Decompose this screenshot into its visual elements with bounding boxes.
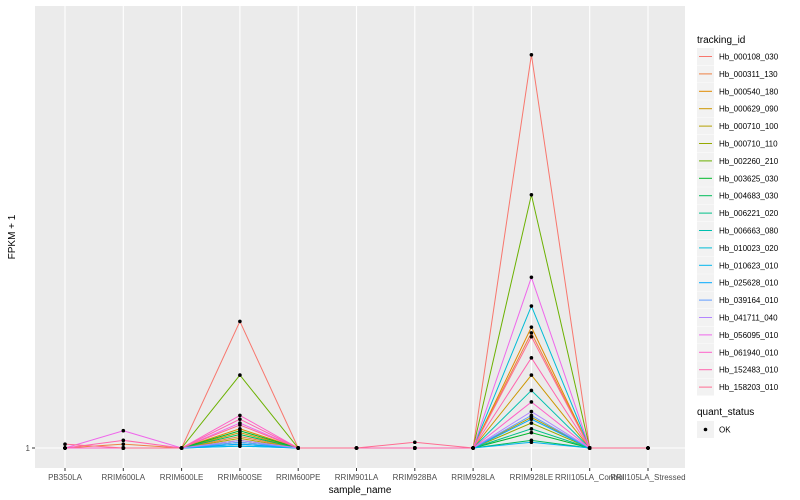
data-point — [121, 428, 126, 433]
data-point — [471, 446, 475, 450]
data-point — [529, 421, 534, 425]
legend-label: Hb_061940_010 — [719, 348, 779, 357]
data-point — [63, 442, 67, 446]
x-tick-label: RRIM928LE — [510, 473, 554, 482]
data-point — [238, 413, 242, 418]
x-axis-ticks: PB350LA RRIM600LA RRIM600LE RRIM600SE RRIM60… — [48, 468, 686, 482]
legend-label: Hb_041711_040 — [719, 314, 778, 323]
x-tick-label: RRIM600SE — [218, 473, 262, 482]
data-point — [238, 432, 242, 437]
legend-title: tracking_id — [697, 35, 745, 46]
x-tick-label: RRIM600LA — [102, 473, 146, 482]
data-point — [529, 275, 534, 280]
data-point — [587, 446, 592, 450]
data-point — [529, 356, 534, 360]
data-point — [179, 446, 184, 450]
data-point — [529, 325, 534, 329]
x-tick-label: RRIM901LA — [335, 473, 379, 482]
legend2-title: quant_status — [697, 407, 754, 418]
data-point — [238, 319, 242, 324]
legend-tracking-id: tracking_id Hb_000108_030 Hb_000311_130 Hb… — [697, 35, 779, 396]
legend-label: Hb_039164_010 — [719, 296, 779, 305]
legend-label: Hb_004683_030 — [719, 192, 779, 201]
data-point — [354, 446, 359, 450]
data-point — [238, 423, 242, 427]
data-point — [529, 331, 534, 335]
data-point — [529, 427, 534, 431]
x-tick-label: RRII105LA_Stressed — [610, 473, 685, 482]
data-point — [529, 400, 534, 404]
y-axis-ticks: 1 — [26, 444, 35, 453]
data-point — [238, 417, 242, 422]
legend-label: Hb_000710_100 — [719, 122, 779, 131]
y-tick-label: 1 — [26, 444, 31, 453]
legend-label: Hb_010023_020 — [719, 244, 779, 253]
data-point — [121, 446, 126, 450]
data-point — [121, 442, 126, 446]
legend-label: Hb_006221_020 — [719, 209, 779, 218]
y-axis-title: FPKM + 1 — [7, 214, 18, 259]
legend-label: Hb_158203_010 — [719, 383, 779, 392]
x-tick-label: RRII105LA_Control — [555, 473, 625, 482]
data-point — [529, 440, 534, 445]
legend-label: Hb_152483_010 — [719, 366, 779, 375]
x-tick-label: RRIM928BA — [393, 473, 438, 482]
data-point — [529, 52, 534, 57]
data-point — [238, 428, 242, 433]
data-point — [413, 440, 417, 445]
legend-label: Hb_000629_090 — [719, 105, 779, 114]
data-point — [529, 388, 534, 393]
data-point — [529, 304, 534, 308]
data-point — [121, 438, 126, 443]
data-point — [529, 334, 534, 339]
data-point — [63, 446, 67, 450]
data-point — [529, 430, 534, 435]
data-point — [238, 438, 242, 443]
data-point — [529, 417, 534, 422]
data-point — [529, 193, 534, 197]
legend-label: Hb_003625_030 — [719, 174, 779, 183]
legend-quant-status: quant_status OK — [697, 407, 754, 438]
data-point — [529, 413, 534, 418]
data-point — [529, 373, 534, 377]
panel-background — [35, 6, 685, 468]
legend-label: Hb_025628_010 — [719, 279, 779, 288]
legend-label: Hb_006663_080 — [719, 227, 779, 236]
data-points — [63, 52, 650, 450]
x-tick-label: RRIM600LE — [160, 473, 204, 482]
legend-label: Hb_010623_010 — [719, 261, 779, 270]
data-point — [529, 409, 534, 414]
data-point — [413, 446, 417, 450]
legend2-label: OK — [719, 426, 731, 435]
legend-label: Hb_000311_130 — [719, 70, 778, 79]
legend-label: Hb_000108_030 — [719, 53, 779, 62]
legend-label: Hb_000710_110 — [719, 140, 778, 149]
x-tick-label: PB350LA — [48, 473, 82, 482]
x-axis-title: sample_name — [329, 485, 392, 496]
data-point — [646, 446, 650, 450]
legend-label: Hb_056095_010 — [719, 331, 779, 340]
data-point — [238, 373, 242, 377]
x-tick-label: RRIM928LA — [451, 473, 495, 482]
legend-label: Hb_002260_210 — [719, 157, 779, 166]
x-tick-label: RRIM600PE — [276, 473, 320, 482]
data-point — [296, 446, 301, 450]
legend-label: Hb_000540_180 — [719, 87, 779, 96]
legend2-key-point — [703, 427, 708, 432]
